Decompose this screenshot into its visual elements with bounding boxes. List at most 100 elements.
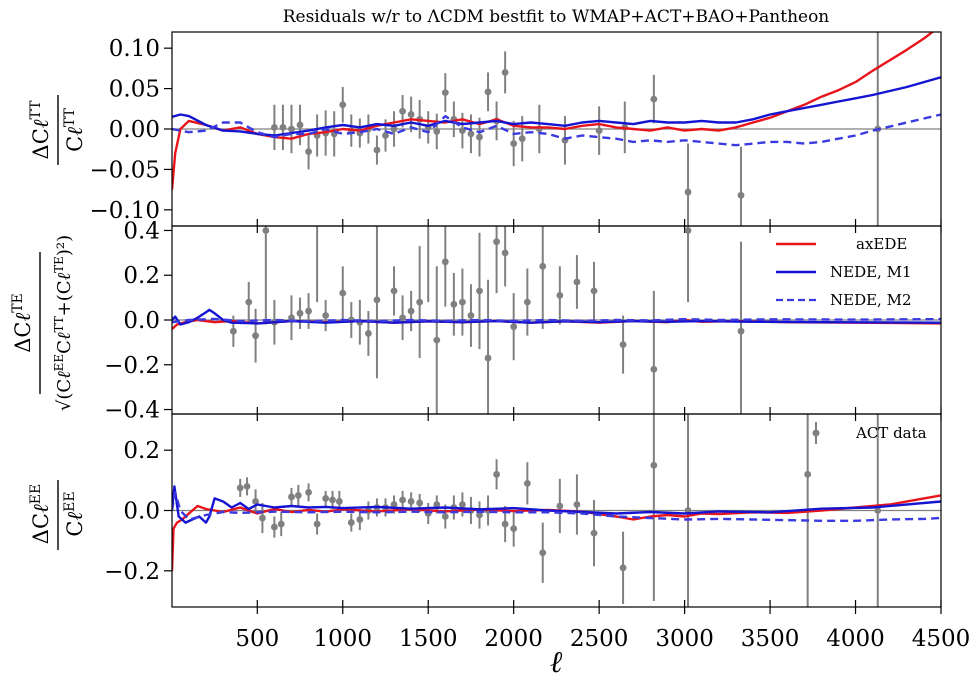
panel-tt: −0.10 −0.05 0.00 0.05 0.10 (90, 31, 942, 233)
y-tick-label: −0.2 (104, 559, 160, 585)
data-marker (619, 341, 627, 349)
data-marker (390, 125, 398, 133)
series-line-nede-m2 (172, 113, 941, 147)
data-point (252, 489, 259, 514)
data-marker (590, 529, 598, 537)
legend-label-axede: axEDE (856, 235, 907, 253)
x-tick-label: 4500 (912, 626, 969, 652)
data-marker (294, 492, 302, 499)
data-marker (288, 493, 295, 501)
data-point (288, 487, 295, 506)
legend: axEDE NEDE, M1 NEDE, M2 (776, 235, 912, 309)
data-marker (364, 330, 372, 337)
data-marker (252, 498, 259, 505)
plot-area (172, 414, 941, 607)
data-marker (590, 287, 598, 295)
data-marker (523, 479, 531, 487)
data-marker (650, 365, 658, 373)
data-marker (270, 123, 278, 131)
x-tick-label: 3000 (655, 626, 714, 652)
data-point (347, 513, 355, 532)
x-tick-label: 2000 (484, 626, 543, 652)
data-point (330, 111, 338, 157)
data-marker (339, 289, 347, 297)
data-point (684, 143, 692, 226)
data-marker (433, 336, 441, 344)
data-marker (245, 298, 253, 306)
data-point (573, 255, 581, 309)
y-tick-label: 0.2 (123, 263, 160, 289)
panels: −0.10−0.050.000.050.10−0.4−0.20.00.20.4−… (90, 31, 969, 652)
legend-data-marker (812, 429, 820, 437)
data-marker (305, 148, 312, 156)
data-point (288, 295, 295, 341)
data-marker (459, 501, 466, 508)
data-point (501, 226, 509, 287)
x-tick-label: 1500 (399, 626, 458, 652)
data-point (262, 226, 270, 325)
x-tick-label: 4000 (826, 626, 885, 652)
data-marker (373, 296, 381, 304)
data-point (874, 414, 882, 607)
data-point (279, 104, 287, 151)
data-point (467, 284, 475, 347)
data-marker (484, 354, 492, 362)
data-point (236, 478, 244, 497)
data-marker (804, 470, 812, 478)
data-point (459, 492, 466, 517)
data-marker (433, 128, 441, 135)
data-point (476, 232, 483, 350)
data-marker (510, 323, 518, 331)
data-marker (684, 188, 692, 196)
data-marker (573, 278, 581, 286)
data-point (539, 226, 547, 329)
data-point (573, 474, 581, 535)
data-marker (252, 332, 259, 340)
data-marker (433, 501, 441, 508)
data-point (329, 490, 336, 509)
data-marker (484, 88, 492, 96)
y-tick-label: 0.10 (109, 36, 160, 62)
data-marker (556, 502, 564, 510)
data-point (561, 116, 569, 165)
data-point (450, 273, 458, 336)
data-point (288, 104, 295, 154)
data-point (390, 111, 398, 147)
series-line-axede (172, 32, 935, 190)
svg-text:√(CℓEECℓTT+(CℓTE)²): √(CℓEECℓTT+(CℓTE)²) (52, 235, 75, 411)
data-marker (476, 511, 483, 519)
data-point (441, 226, 449, 307)
data-point (556, 266, 564, 325)
data-point (313, 114, 321, 157)
data-marker (510, 140, 518, 147)
data-marker (476, 287, 483, 295)
data-marker (339, 101, 347, 109)
data-marker (277, 520, 285, 528)
y-tick-label: 0.00 (109, 117, 160, 143)
data-point (684, 414, 692, 607)
data-marker (314, 205, 321, 212)
data-marker (407, 307, 415, 315)
data-marker (347, 519, 355, 526)
data-point (296, 104, 304, 146)
chart-title: Residuals w/r to ΛCDM bestfit to WMAP+AC… (283, 7, 830, 27)
y-tick-label: 0.0 (123, 499, 160, 525)
data-point (305, 483, 312, 502)
series-line-nede-m1 (172, 485, 941, 524)
data-point (523, 462, 531, 505)
y-tick-label: −0.05 (90, 157, 160, 183)
y-tick-label: 0.0 (123, 308, 160, 334)
data-marker (416, 298, 424, 306)
y-tick-label: 0.05 (109, 77, 160, 103)
series-line-nede-m2 (172, 317, 941, 324)
x-axis-label: ℓ (550, 645, 563, 677)
data-marker (737, 191, 745, 199)
data-point (523, 268, 531, 336)
data-marker (329, 496, 336, 504)
data-point (619, 531, 627, 604)
data-point (252, 308, 259, 363)
data-point (539, 522, 547, 583)
data-marker (382, 132, 389, 139)
data-point (484, 72, 492, 112)
data-marker (539, 549, 547, 557)
